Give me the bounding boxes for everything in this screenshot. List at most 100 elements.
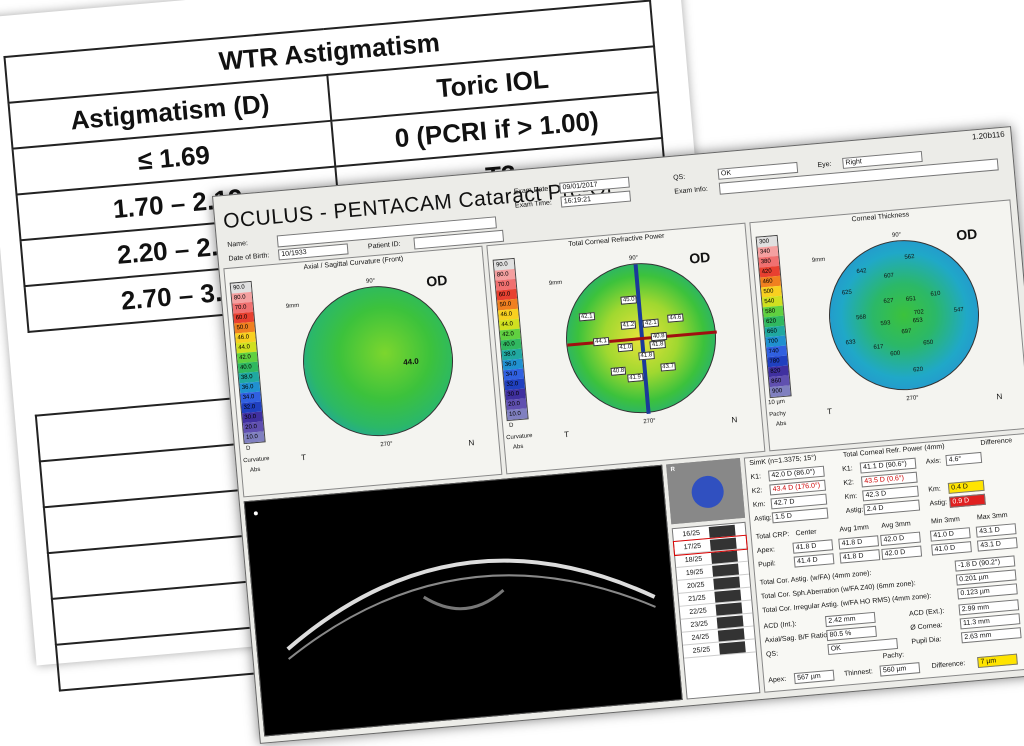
- map-value: 697: [901, 328, 912, 335]
- eye-thumbnail[interactable]: R: [666, 457, 746, 525]
- curvature-panel: Axial / Sagittal Curvature (Front) 90.0 8…: [223, 245, 503, 498]
- slice-label: 23/25: [690, 619, 709, 629]
- deg-90: 90°: [628, 255, 639, 262]
- slice-thumbnail: [717, 627, 745, 642]
- curvature-tab[interactable]: Curvature: [505, 432, 533, 442]
- pupil-dia-value: 2.63 mm: [960, 627, 1022, 644]
- slice-thumbnail: [714, 588, 742, 603]
- qs-label: QS:: [672, 173, 686, 182]
- map-value: 607: [883, 272, 895, 280]
- refractive-panel: Total Corneal Refractive Power 90.0 80.0 7…: [486, 222, 766, 475]
- crp-value: 43.1 D: [975, 523, 1017, 538]
- qs-result-label: QS:: [765, 650, 779, 659]
- abs-tab[interactable]: Abs: [775, 420, 787, 428]
- map-value: 617: [873, 344, 884, 351]
- map-value: 41.2: [620, 320, 637, 330]
- pachy-apex-label: Apex:: [768, 675, 787, 685]
- slice-thumbnail: [715, 601, 743, 616]
- slice-thumbnail: [712, 563, 739, 577]
- deg-90: 90°: [891, 232, 902, 239]
- curvature-tab[interactable]: Curvature: [242, 456, 270, 465]
- temporal-label: T: [563, 429, 570, 440]
- crp-label: Total CRP:: [755, 530, 790, 541]
- thinnest-value: 560 µm: [879, 662, 921, 677]
- difference-label: Difference: [980, 437, 1013, 447]
- map-value: 600: [890, 350, 901, 358]
- avg1-header: Avg 1mm: [839, 524, 870, 534]
- tcrp-label: Total Corneal Refr. Power (4mm): [842, 443, 945, 459]
- curvature-map[interactable]: [296, 279, 460, 443]
- map-value: 547: [953, 306, 965, 314]
- abs-tab[interactable]: Abs: [249, 466, 261, 474]
- avg3-header: Avg 3mm: [881, 520, 911, 530]
- map-value: 44.1: [592, 336, 610, 347]
- scale-unit: 10 µm: [767, 398, 786, 407]
- zoom-icon[interactable]: 9mm: [285, 302, 300, 310]
- ratio-label: Axial/Sag. B/F Ratio:: [764, 631, 830, 645]
- slice-label: 20/25: [686, 581, 705, 590]
- zoom-icon[interactable]: 9mm: [811, 256, 826, 264]
- k2-value: 43.4 D (176.0°): [769, 479, 827, 496]
- temporal-label: T: [826, 406, 833, 417]
- map-value: 625: [841, 289, 853, 297]
- cox-astig-label: Total Cor. Astig. (w/FA) (4mm zone):: [759, 569, 872, 587]
- refractive-map[interactable]: [559, 256, 723, 420]
- acd-ext-label: ACD (Ext.):: [908, 607, 945, 618]
- scale-unit: D: [508, 422, 514, 429]
- map-value: 610: [930, 290, 941, 298]
- nasal-label: N: [468, 438, 475, 448]
- slice-thumbnail: [716, 614, 744, 629]
- map-value: 620: [912, 366, 924, 374]
- km-diff-label: Km:: [928, 485, 942, 494]
- slice-label: 18/25: [684, 555, 703, 564]
- pentacam-window: 1.20b116 OCULUS - PENTACAM Cataract Pre-…: [212, 126, 1024, 744]
- pachy-label: Pachy:: [882, 651, 905, 661]
- astig-diff-badge: 0.9 D: [949, 493, 986, 508]
- od-label: OD: [425, 271, 448, 290]
- slice-list[interactable]: 16/25 17/25 18/25 19/25 20/25 21/25 22/25 23/25…: [671, 521, 761, 700]
- slice-label: 21/25: [687, 594, 706, 603]
- kmb-label: Km:: [844, 492, 858, 501]
- apex-label: Apex:: [756, 546, 776, 555]
- km-value: 42.7 D: [770, 493, 828, 510]
- abs-tab[interactable]: Abs: [512, 443, 524, 451]
- crp-value: 43.1 D: [976, 537, 1018, 552]
- pachy-diff-label: Difference:: [931, 660, 966, 671]
- crp-value: 42.0 D: [881, 545, 923, 560]
- map-value: 642: [856, 268, 867, 276]
- map-value: 41.8: [649, 339, 666, 350]
- exam-info-label: Exam Info:: [674, 185, 709, 196]
- map-value: 702: [913, 309, 925, 317]
- slice-label: 22/25: [689, 606, 708, 616]
- k1-value: 42.0 D (86.0°): [768, 465, 825, 482]
- crp-value: 41.8 D: [792, 539, 834, 554]
- zoom-icon[interactable]: 9mm: [548, 279, 563, 287]
- map-value: 43.7: [660, 362, 677, 373]
- scheimpflug-image[interactable]: [243, 464, 683, 737]
- crp-value: 41.8 D: [839, 549, 881, 564]
- crp-value: 41.8 D: [838, 535, 880, 550]
- map-value: 562: [904, 253, 915, 261]
- map-value: 42.1: [578, 312, 595, 322]
- astig-diff-label: Astig:: [929, 499, 948, 508]
- eye-label: Eye:: [817, 160, 832, 170]
- pachy-tab[interactable]: Pachy: [768, 410, 787, 419]
- axis-label: Axis:: [925, 457, 942, 466]
- map-value: 633: [845, 339, 856, 347]
- map-value: 650: [923, 340, 934, 348]
- map-value: 41.9: [627, 373, 644, 383]
- pupil-label: Pupil:: [757, 560, 777, 569]
- slice-thumbnail: [713, 576, 741, 590]
- axis-value: 4.6°: [945, 451, 983, 467]
- simk-label: SimK (n=1.3375; 15°): [749, 454, 817, 468]
- nasal-label: N: [996, 391, 1003, 402]
- astigb-label: Astig:: [845, 506, 864, 515]
- slice-thumbnail: [708, 524, 736, 538]
- cornea-label: Ø Cornea:: [910, 621, 943, 632]
- map-value: 651: [905, 296, 917, 303]
- k2b-label: K2:: [843, 479, 855, 488]
- map-value: 45.0: [620, 295, 638, 305]
- pupil-dia-label: Pupil Dia:: [911, 636, 942, 646]
- astig-label: Astig:: [753, 514, 773, 523]
- slice-thumbnail: [709, 537, 737, 551]
